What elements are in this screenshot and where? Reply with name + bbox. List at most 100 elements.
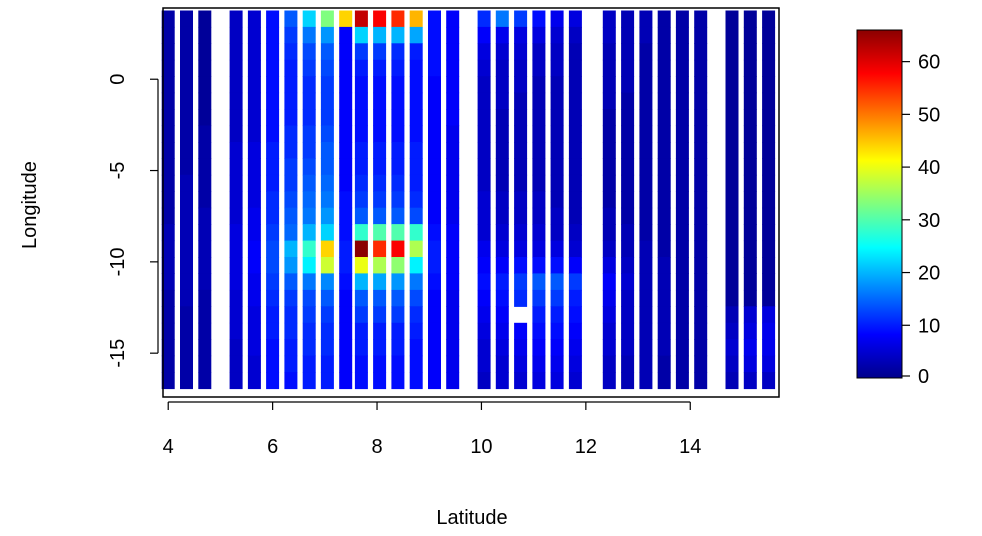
heatmap-cell — [762, 43, 776, 61]
heatmap-cell — [694, 10, 708, 28]
heatmap-cell — [621, 10, 635, 28]
heatmap-cell — [284, 339, 298, 357]
heatmap-cell — [198, 59, 212, 77]
heatmap-cell — [568, 109, 582, 127]
heatmap-cell — [621, 273, 635, 291]
heatmap-cell — [409, 191, 423, 209]
heatmap-cell — [266, 207, 280, 225]
heatmap-cell — [284, 372, 298, 390]
heatmap-cell — [725, 289, 739, 307]
heatmap-cell — [391, 158, 405, 176]
heatmap-cell — [550, 109, 564, 127]
heatmap-cell — [180, 59, 193, 77]
heatmap-cell — [428, 372, 441, 390]
heatmap-cell — [568, 289, 582, 307]
heatmap-cell — [568, 240, 582, 258]
heatmap-cell — [428, 339, 441, 357]
heatmap-cell — [373, 43, 387, 61]
heatmap-cell — [639, 289, 653, 307]
heatmap-cell — [229, 26, 243, 44]
heatmap-cell — [180, 43, 193, 61]
heatmap-cell — [762, 257, 776, 274]
heatmap-cell — [446, 257, 460, 274]
heatmap-cell — [514, 92, 528, 110]
heatmap-cell — [621, 289, 635, 307]
heatmap-cell — [302, 125, 316, 143]
heatmap-cell — [161, 306, 175, 324]
heatmap-cell — [762, 191, 776, 209]
heatmap-cell — [495, 257, 509, 274]
heatmap-cell — [477, 273, 491, 291]
heatmap-cell — [446, 289, 460, 307]
heatmap-cell — [320, 59, 334, 77]
heatmap-cell — [373, 224, 387, 242]
heatmap-cell — [639, 10, 653, 28]
heatmap-cell — [621, 257, 635, 274]
heatmap-cell — [477, 174, 491, 192]
heatmap-cell — [657, 10, 671, 28]
heatmap-cell — [428, 306, 441, 324]
heatmap-cell — [266, 322, 280, 340]
heatmap-cell — [247, 224, 261, 242]
heatmap-cell — [391, 306, 405, 324]
heatmap-cell — [428, 240, 441, 258]
heatmap-cell — [639, 142, 653, 159]
heatmap-cell — [725, 306, 739, 324]
heatmap-cell — [532, 207, 546, 225]
heatmap-cell — [477, 125, 491, 143]
heatmap-cell — [247, 174, 261, 192]
heatmap-cell — [302, 109, 316, 127]
heatmap-cell — [302, 207, 316, 225]
heatmap-cell — [446, 207, 460, 225]
heatmap-cell — [373, 142, 387, 159]
x-tick-label: 6 — [267, 436, 278, 458]
heatmap-cell — [477, 43, 491, 61]
heatmap-cell — [339, 59, 353, 77]
heatmap-cell — [446, 191, 460, 209]
heatmap-cell — [639, 76, 653, 94]
heatmap-cell — [743, 322, 757, 340]
heatmap-cell — [762, 109, 776, 127]
heatmap-cell — [743, 142, 757, 159]
heatmap-cell — [446, 92, 460, 110]
heatmap-cell — [694, 191, 708, 209]
heatmap-cell — [514, 76, 528, 94]
heatmap-cell — [495, 240, 509, 258]
heatmap-cell — [229, 207, 243, 225]
heatmap-cell — [409, 289, 423, 307]
heatmap-cell — [568, 76, 582, 94]
heatmap-cell — [409, 339, 423, 357]
heatmap-cell — [180, 372, 193, 390]
heatmap-cell — [477, 191, 491, 209]
heatmap-cell — [161, 109, 175, 127]
heatmap-cell — [354, 289, 368, 307]
heatmap-cell — [161, 43, 175, 61]
heatmap-cell — [657, 26, 671, 44]
heatmap-cell — [302, 10, 316, 28]
heatmap-cell — [302, 339, 316, 357]
heatmap-cell — [320, 191, 334, 209]
heatmap-cell — [602, 142, 616, 159]
heatmap-cell — [514, 174, 528, 192]
heatmap-cell — [532, 76, 546, 94]
heatmap-cell — [198, 240, 212, 258]
heatmap-cell — [495, 142, 509, 159]
heatmap-cell — [477, 339, 491, 357]
heatmap-cell — [514, 10, 528, 28]
heatmap-cell — [161, 257, 175, 274]
heatmap-cell — [391, 26, 405, 44]
heatmap-cell — [266, 240, 280, 258]
heatmap-cell — [495, 322, 509, 340]
heatmap-cell — [247, 339, 261, 357]
heatmap-cell — [320, 125, 334, 143]
heatmap-cell — [320, 10, 334, 28]
heatmap-cell — [477, 372, 491, 390]
heatmap-cell — [229, 10, 243, 28]
heatmap-cell — [657, 59, 671, 77]
heatmap-cell — [428, 224, 441, 242]
heatmap-cell — [266, 355, 280, 373]
heatmap-cell — [675, 240, 689, 258]
heatmap-cell — [762, 372, 776, 390]
heatmap-cell — [354, 174, 368, 192]
heatmap-cell — [320, 26, 334, 44]
